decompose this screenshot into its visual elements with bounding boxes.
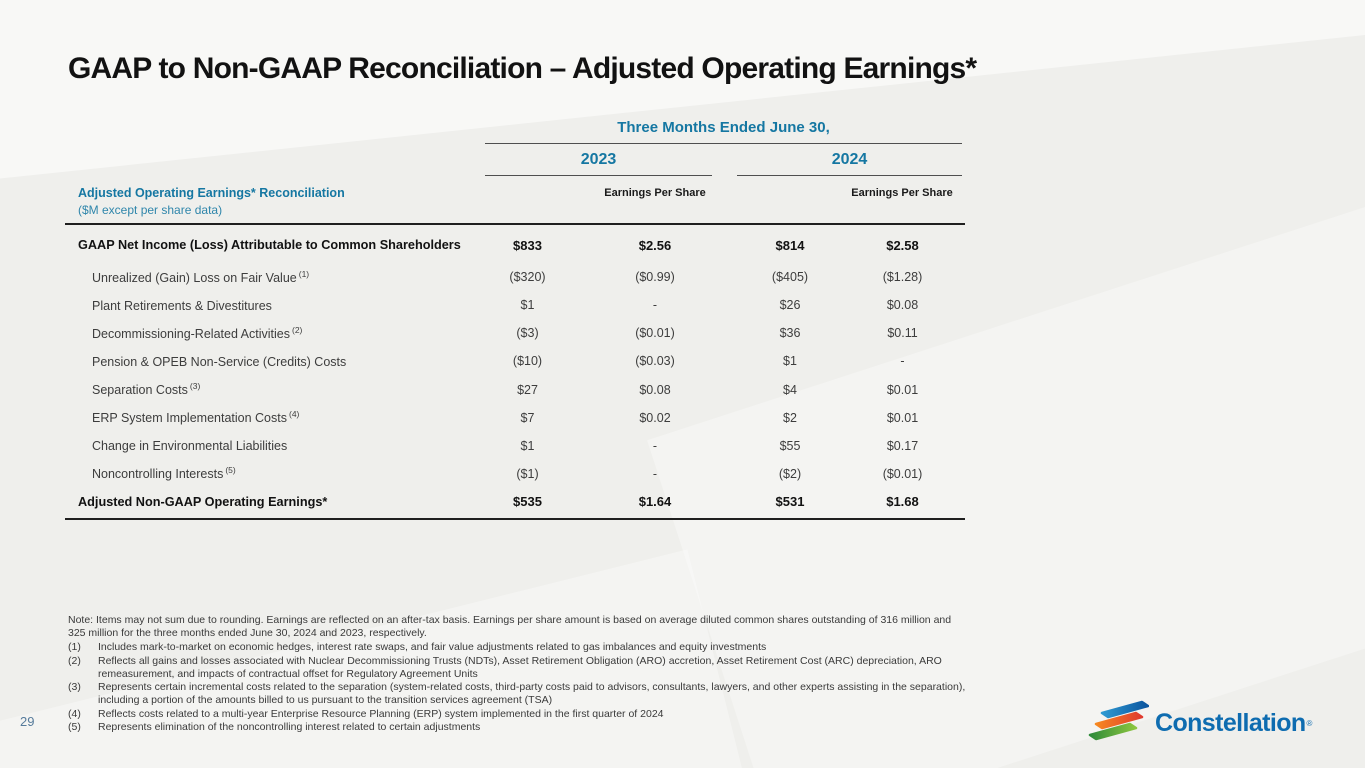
value-2023: $833 — [513, 237, 542, 253]
eps-2024: $2.58 — [886, 237, 919, 253]
table-row: Adjusted Non-GAAP Operating Earnings* $5… — [65, 488, 965, 516]
table-row: Decommissioning-Related Activities (2) ($… — [65, 319, 965, 347]
eps-2024: ($1.28) — [882, 270, 923, 285]
value-2023: ($10) — [512, 354, 543, 369]
table-row: Noncontrolling Interests (5) ($1) - ($2) … — [65, 460, 965, 488]
table-row: ERP System Implementation Costs (4) $7 $0… — [65, 404, 965, 432]
eps-2024: - — [900, 354, 905, 369]
eps-2024: $0.01 — [886, 410, 919, 425]
value-2023: $1 — [520, 438, 535, 453]
value-2023: ($3) — [516, 326, 539, 341]
row-label: Separation Costs (3) — [92, 381, 201, 398]
eps-2023: - — [652, 438, 658, 453]
table-row: Unrealized (Gain) Loss on Fair Value (1) … — [65, 263, 965, 291]
value-2023: ($1) — [516, 466, 539, 481]
footnote-item: (3) Represents certain incremental costs… — [68, 681, 966, 707]
row-label: Change in Environmental Liabilities — [92, 439, 288, 454]
page-number: 29 — [20, 714, 35, 729]
value-2024: $1 — [783, 354, 797, 369]
value-2024: ($405) — [771, 270, 809, 285]
table-row: Change in Environmental Liabilities $1 -… — [65, 432, 965, 460]
footnote-superscript: (3) — [189, 381, 201, 392]
column-group-header: Three Months Ended June 30, — [485, 119, 962, 144]
value-2023: $535 — [513, 494, 542, 510]
value-2023: $1 — [520, 298, 535, 313]
table-units-label: ($M except per share data) — [78, 203, 223, 217]
footnote-superscript: (2) — [292, 324, 303, 335]
table-title: Adjusted Operating Earnings* Reconciliat… — [78, 186, 345, 200]
table-body: GAAP Net Income (Loss) Attributable to C… — [65, 223, 965, 520]
eps-2023: - — [652, 466, 658, 481]
eps-2023: $1.64 — [638, 494, 672, 510]
registered-mark: ® — [1306, 718, 1313, 728]
eps-2023: $2.56 — [638, 237, 672, 253]
footnote-item: (1) Includes mark-to-market on economic … — [68, 641, 767, 654]
value-2023: $27 — [517, 382, 538, 397]
eps-2023: ($0.99) — [635, 270, 675, 285]
footnote-superscript: (4) — [288, 409, 300, 420]
table-row: GAAP Net Income (Loss) Attributable to C… — [65, 227, 965, 263]
row-label: Pension & OPEB Non-Service (Credits) Cos… — [92, 355, 347, 370]
footnote-note: Note: Items may not sum due to rounding.… — [68, 614, 952, 640]
eps-2024: $1.68 — [886, 494, 919, 510]
row-label: Plant Retirements & Divestitures — [92, 298, 272, 313]
row-label: Noncontrolling Interests (5) — [92, 465, 236, 482]
constellation-logo: Constellation ® — [1085, 700, 1312, 746]
value-2023: $7 — [520, 410, 535, 425]
constellation-wordmark: Constellation — [1155, 708, 1306, 737]
eps-2023: ($0.01) — [635, 326, 675, 341]
value-2023: ($320) — [509, 270, 546, 285]
value-2024: $36 — [779, 326, 801, 341]
value-2024: $2 — [783, 410, 797, 425]
eps-2024: $0.08 — [886, 298, 919, 313]
value-2024: $4 — [783, 382, 797, 397]
value-2024: $26 — [779, 298, 801, 313]
value-2024: $531 — [775, 494, 805, 510]
row-label: Decommissioning-Related Activities (2) — [92, 324, 303, 342]
footnotes: Note: Items may not sum due to rounding.… — [68, 614, 968, 734]
footnote-superscript: (5) — [225, 465, 236, 476]
eps-column-header-2024: Earnings Per Share — [851, 187, 953, 199]
row-label: Unrealized (Gain) Loss on Fair Value (1) — [92, 268, 310, 285]
table-left-header: Adjusted Operating Earnings* Reconciliat… — [78, 186, 478, 217]
table-row: Pension & OPEB Non-Service (Credits) Cos… — [65, 347, 965, 375]
value-2024: $55 — [779, 438, 801, 453]
page-title: GAAP to Non-GAAP Reconciliation – Adjust… — [68, 52, 977, 85]
table-row: Separation Costs (3) $27 $0.08 $4 $0.01 — [65, 376, 965, 404]
eps-2024: $0.11 — [887, 326, 918, 341]
eps-2023: $0.02 — [639, 410, 671, 425]
eps-2024: ($0.01) — [882, 466, 923, 481]
eps-2024: $0.17 — [886, 438, 919, 453]
footnote-superscript: (1) — [298, 268, 310, 279]
row-label: GAAP Net Income (Loss) Attributable to C… — [78, 238, 461, 253]
eps-2024: $0.01 — [886, 382, 919, 397]
eps-2023: $0.08 — [639, 382, 671, 397]
row-label: Adjusted Non-GAAP Operating Earnings* — [78, 495, 328, 510]
footnote-item: (4) Reflects costs related to a multi-ye… — [68, 707, 664, 720]
footnote-item: (5) Represents elimination of the noncon… — [68, 720, 481, 733]
eps-column-header-2023: Earnings Per Share — [604, 187, 706, 199]
eps-2023: - — [652, 298, 658, 313]
year-header-2024: 2024 — [737, 151, 962, 176]
eps-2023: ($0.03) — [635, 354, 675, 369]
footnote-item: (2) Reflects all gains and losses associ… — [68, 654, 942, 680]
value-2024: ($2) — [778, 466, 802, 481]
row-label: ERP System Implementation Costs (4) — [92, 409, 300, 426]
table-row: Plant Retirements & Divestitures $1 - $2… — [65, 291, 965, 319]
year-header-2023: 2023 — [485, 151, 712, 176]
value-2024: $814 — [775, 237, 805, 253]
constellation-logo-icon — [1088, 700, 1149, 741]
